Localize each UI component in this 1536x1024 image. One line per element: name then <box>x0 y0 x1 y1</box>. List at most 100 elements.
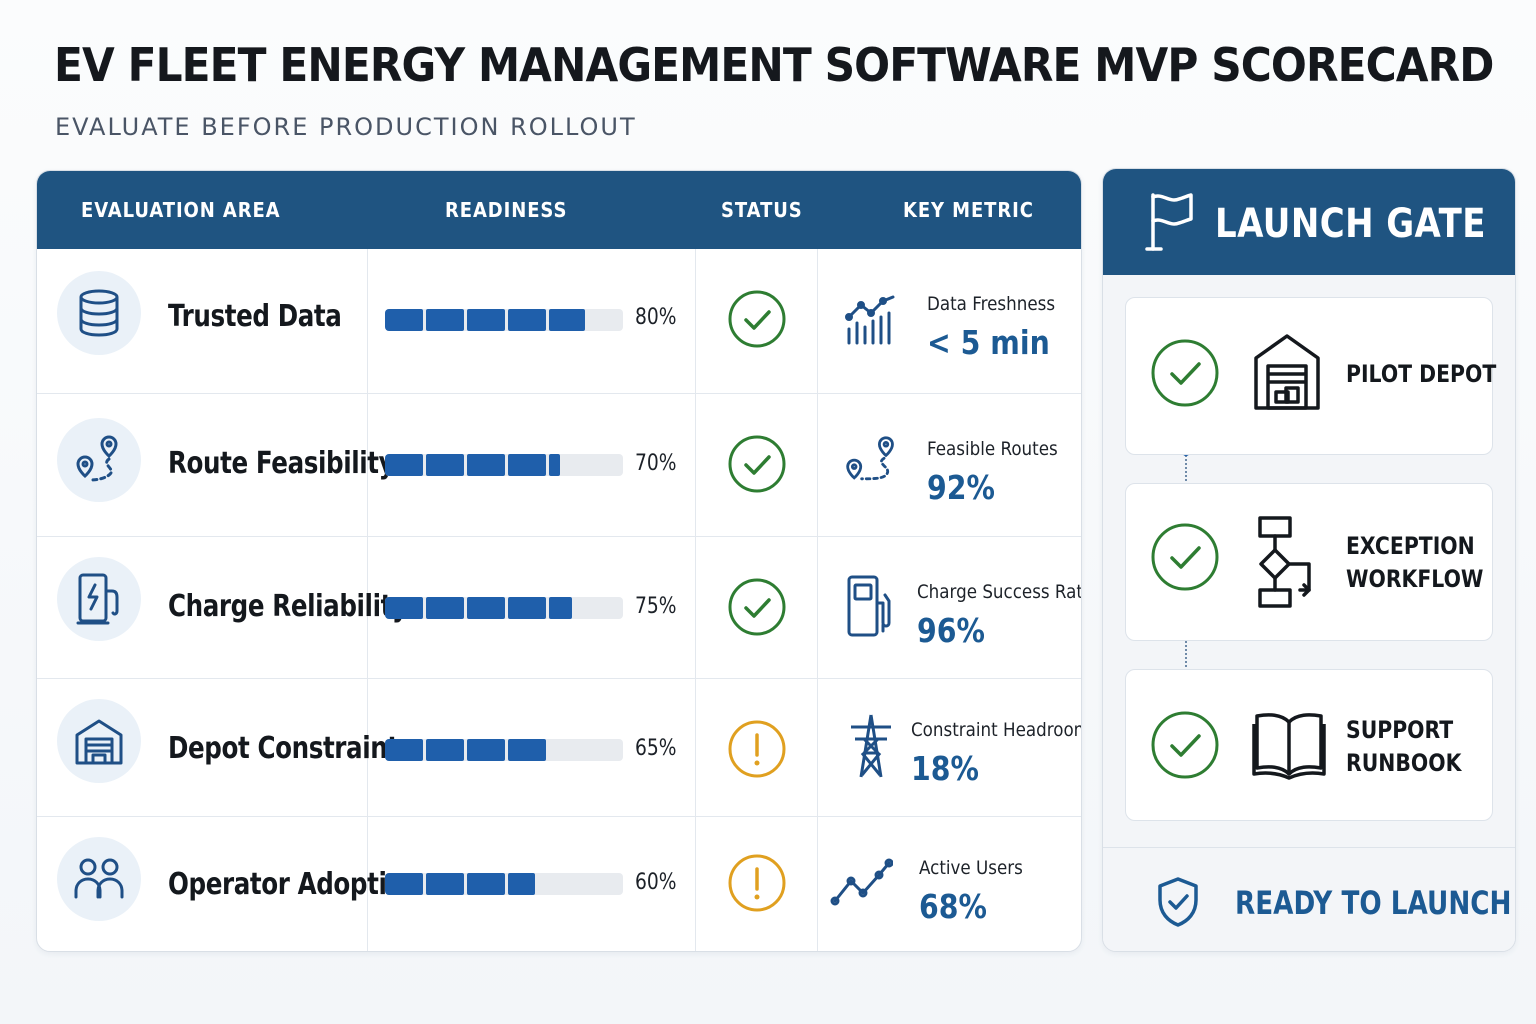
book-icon <box>1252 713 1326 780</box>
readiness-bar <box>385 739 623 761</box>
database-icon <box>57 271 141 355</box>
launch-gate-panel: LAUNCH GATE PILOT DEPOT <box>1102 168 1516 952</box>
readiness-bar-fill <box>385 309 585 331</box>
readiness-bar-segment <box>426 597 464 619</box>
status-warning-icon <box>728 720 786 778</box>
metric-value: 18% <box>911 749 979 788</box>
readiness-bar-segment <box>508 597 546 619</box>
metric-value: 96% <box>917 611 985 650</box>
readiness-percent: 75% <box>635 594 677 619</box>
chart-trend-icon <box>845 295 895 345</box>
readiness-bar-fill <box>385 597 572 619</box>
gate-connector <box>1185 641 1187 671</box>
users-icon <box>57 837 141 921</box>
table-row[interactable]: Route Feasibility 70% Feasible Routes 92… <box>37 393 1081 537</box>
readiness-bar-segment <box>385 739 423 761</box>
ready-to-launch-status: READY TO LAUNCH <box>1235 884 1512 922</box>
launch-gate-title: LAUNCH GATE <box>1215 201 1486 247</box>
gate-item-support-runbook[interactable]: SUPPORT RUNBOOK <box>1125 669 1493 821</box>
area-label: Route Feasibility <box>168 446 395 481</box>
status-check-icon <box>728 290 786 348</box>
readiness-percent: 65% <box>635 736 677 761</box>
readiness-bar-segment <box>426 739 464 761</box>
gate-item-label: PILOT DEPOT <box>1346 360 1497 388</box>
flag-icon <box>1145 193 1193 251</box>
readiness-bar <box>385 309 623 331</box>
gate-item-label: EXCEPTION WORKFLOW <box>1346 532 1484 593</box>
readiness-bar-segment <box>426 454 464 476</box>
header-readiness: READINESS <box>445 198 568 222</box>
table-row[interactable]: Operator Adoption 60% Active Users 68% <box>37 816 1081 951</box>
readiness-percent: 80% <box>635 305 677 330</box>
status-check-icon <box>728 435 786 493</box>
readiness-bar <box>385 454 623 476</box>
readiness-bar-segment <box>385 873 423 895</box>
table-row[interactable]: Charge Reliability 75% Charge Success Ra… <box>37 536 1081 679</box>
readiness-bar-segment <box>508 739 546 761</box>
area-label: Charge Reliability <box>168 589 408 624</box>
header-evaluation-area: EVALUATION AREA <box>81 198 281 222</box>
power-tower-icon <box>851 714 891 778</box>
area-label: Operator Adoption <box>168 867 421 902</box>
metric-name: Active Users <box>919 857 1023 879</box>
readiness-bar-fill <box>385 873 535 895</box>
launch-gate-header: LAUNCH GATE <box>1103 169 1515 275</box>
table-header: EVALUATION AREA READINESS STATUS KEY MET… <box>37 171 1081 249</box>
scorecard-table: EVALUATION AREA READINESS STATUS KEY MET… <box>36 170 1082 952</box>
depot-icon <box>57 699 141 783</box>
route-pins-icon <box>57 418 141 502</box>
launch-gate-footer: READY TO LAUNCH <box>1103 847 1515 951</box>
fuel-pump-icon <box>847 575 891 637</box>
readiness-bar-segment <box>508 873 535 895</box>
readiness-bar-segment <box>467 597 505 619</box>
column-divider <box>695 249 696 951</box>
gate-item-pilot-depot[interactable]: PILOT DEPOT <box>1125 297 1497 455</box>
column-divider <box>817 249 818 951</box>
header-key-metric: KEY METRIC <box>903 198 1034 222</box>
shield-check-icon <box>1158 877 1198 927</box>
readiness-percent: 70% <box>635 451 677 476</box>
readiness-bar-segment <box>467 873 505 895</box>
area-label: Trusted Data <box>168 299 342 334</box>
flowchart-icon <box>1258 516 1311 608</box>
status-warning-icon <box>728 854 786 912</box>
readiness-bar-segment <box>385 309 423 331</box>
readiness-bar-segment <box>467 454 505 476</box>
status-check-icon <box>728 578 786 636</box>
readiness-bar-segment <box>549 454 560 476</box>
metric-name: Data Freshness <box>927 293 1056 315</box>
status-check-icon <box>1151 339 1219 407</box>
page-title: EV FLEET ENERGY MANAGEMENT SOFTWARE MVP … <box>54 38 1494 92</box>
table-row[interactable]: Trusted Data 80% Data Freshness < 5 min <box>37 249 1081 393</box>
area-label: Depot Constraints <box>168 731 413 766</box>
page-subtitle: EVALUATE BEFORE PRODUCTION ROLLOUT <box>55 113 637 141</box>
table-row[interactable]: Depot Constraints 65% Constraint Headroo… <box>37 678 1081 817</box>
metric-value: 68% <box>919 887 987 926</box>
charger-icon <box>57 557 141 641</box>
readiness-bar <box>385 597 623 619</box>
readiness-bar-segment <box>467 739 505 761</box>
metric-name: Constraint Headroom <box>911 719 1082 741</box>
readiness-bar-fill <box>385 454 560 476</box>
metric-value: 92% <box>927 468 995 507</box>
readiness-bar-segment <box>549 597 572 619</box>
gate-item-label: SUPPORT RUNBOOK <box>1346 716 1462 777</box>
gate-connector <box>1185 455 1187 485</box>
gate-item-exception-workflow[interactable]: EXCEPTION WORKFLOW <box>1125 483 1493 641</box>
readiness-bar-segment <box>426 873 464 895</box>
metric-value: < 5 min <box>927 323 1050 362</box>
status-check-icon <box>1151 523 1219 591</box>
status-check-icon <box>1151 711 1219 779</box>
readiness-percent: 60% <box>635 870 677 895</box>
readiness-bar-segment <box>385 454 423 476</box>
metric-name: Feasible Routes <box>927 438 1058 460</box>
readiness-bar <box>385 873 623 895</box>
readiness-bar-segment <box>385 597 423 619</box>
readiness-bar-segment <box>426 309 464 331</box>
depot-icon <box>1254 334 1320 410</box>
metric-name: Charge Success Rate <box>917 581 1082 603</box>
line-trend-icon <box>830 858 893 906</box>
readiness-bar-segment <box>508 309 546 331</box>
route-pins-icon <box>846 436 894 481</box>
readiness-bar-fill <box>385 739 546 761</box>
